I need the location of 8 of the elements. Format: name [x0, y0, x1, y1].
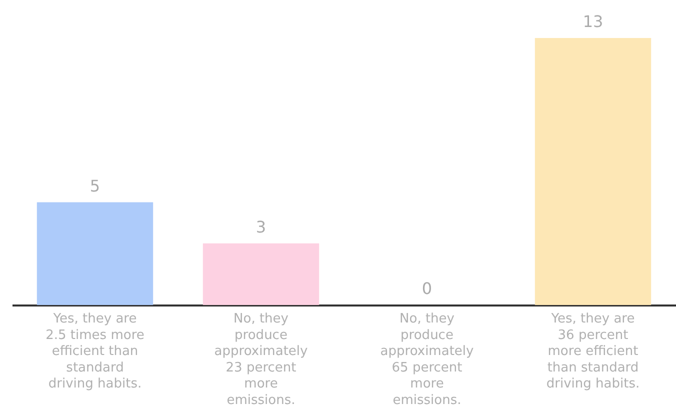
data-label: 5	[90, 176, 100, 196]
x-tick-label: No, they produce approximately 65 percent more emissions.	[380, 312, 474, 408]
data-label: 13	[582, 12, 604, 31]
x-tick-label: Yes, they are 36 percent more efficient than standard driving habits.	[546, 312, 640, 392]
data-label: 0	[422, 279, 432, 298]
data-label: 3	[256, 217, 266, 236]
x-tick-label: Yes, they are 2.5 times more efficient than standard driving habits.	[46, 312, 144, 392]
x-tick-label: No, they produce approximately 23 percent more emissions.	[214, 312, 308, 408]
